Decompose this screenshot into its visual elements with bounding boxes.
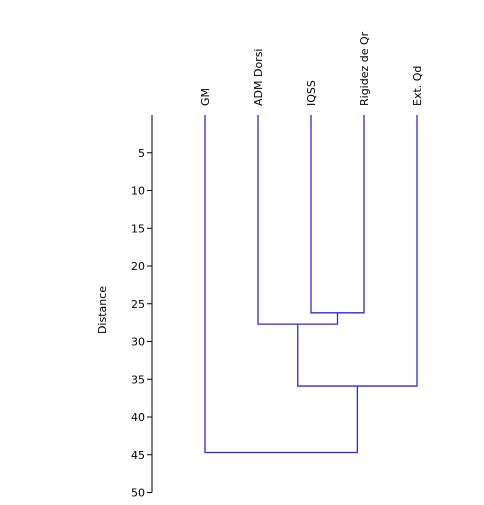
- y-tick-label: 40: [131, 411, 145, 424]
- dendrogram-links: [204, 115, 418, 454]
- y-tick-label: 20: [131, 260, 145, 273]
- dendrogram-link: [310, 115, 365, 314]
- leaf-label: ADM Dorsi: [252, 49, 265, 107]
- leaf-labels: GM ADM Dorsi IQSS Rigidez de Qr Ext. Qd: [199, 31, 424, 106]
- y-tick-label: 5: [138, 147, 145, 160]
- y-tick-label: 50: [131, 487, 145, 500]
- y-axis: 5 10 15 20 25 30 35 40 45 50: [131, 115, 153, 500]
- y-tick-label: 45: [131, 449, 145, 462]
- leaf-label: GM: [199, 88, 212, 106]
- y-tick-label: 10: [131, 185, 145, 198]
- leaf-label: Rigidez de Qr: [358, 31, 371, 106]
- y-tick-label: 25: [131, 298, 145, 311]
- dendrogram-link: [204, 115, 359, 454]
- leaf-label: Ext. Qd: [411, 66, 424, 106]
- dendrogram-link: [297, 115, 418, 387]
- dendrogram-link: [257, 115, 339, 325]
- y-axis-title: Distance: [96, 286, 109, 334]
- leaf-label: IQSS: [305, 80, 318, 106]
- y-tick-label: 35: [131, 373, 145, 386]
- y-tick-label: 15: [131, 222, 145, 235]
- y-tick-label: 30: [131, 336, 145, 349]
